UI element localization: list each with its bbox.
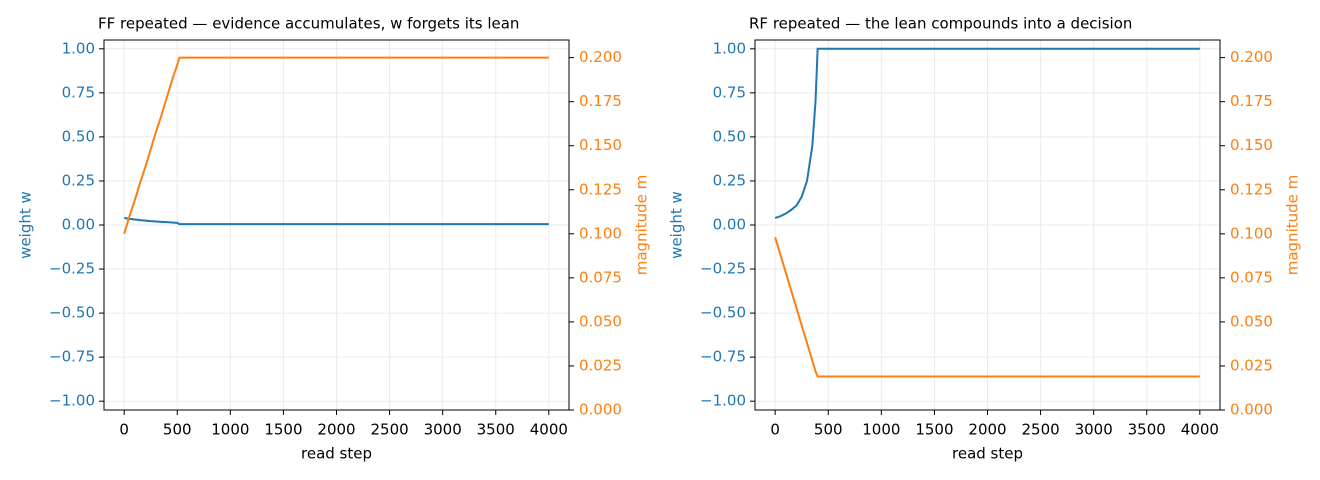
y2-axis-label: magnitude m xyxy=(1284,175,1302,276)
y-axis-label: weight w xyxy=(17,191,35,259)
x-tick-label: 4000 xyxy=(530,421,568,439)
data-line xyxy=(124,216,549,226)
x-tick-label: 3500 xyxy=(477,421,515,439)
y-tick-label: 1.00 xyxy=(62,39,95,57)
y-tick-label: 0.50 xyxy=(713,127,746,145)
y-tick-label: −1.00 xyxy=(49,392,95,410)
x-tick-label: 3000 xyxy=(424,421,462,439)
y-tick-label: 1.00 xyxy=(713,39,746,57)
y-tick-label: −0.50 xyxy=(700,304,746,322)
y2-tick-label: 0.075 xyxy=(579,268,622,286)
x-tick-label: 4000 xyxy=(1181,421,1219,439)
y2-tick-label: 0.050 xyxy=(1230,312,1273,330)
data-line xyxy=(123,56,549,235)
y-axis-label: weight w xyxy=(668,191,686,259)
y2-tick-label: 0.075 xyxy=(1230,268,1273,286)
y2-tick-label: 0.175 xyxy=(1230,92,1273,110)
y2-tick-label: 0.100 xyxy=(1230,224,1273,242)
x-axis-label: read step xyxy=(952,445,1023,463)
y-tick-label: −1.00 xyxy=(700,392,746,410)
y2-tick-label: 0.150 xyxy=(1230,136,1273,154)
y-tick-label: −0.25 xyxy=(49,260,95,278)
y-tick-label: 0.50 xyxy=(62,127,95,145)
y-tick-label: 0.00 xyxy=(62,216,95,234)
x-tick-label: 3000 xyxy=(1075,421,1113,439)
x-tick-label: 1500 xyxy=(915,421,953,439)
y-tick-label: 0.25 xyxy=(713,171,746,189)
x-tick-label: 0 xyxy=(119,421,129,439)
y-tick-label: −0.75 xyxy=(49,348,95,366)
y-tick-label: 0.25 xyxy=(62,171,95,189)
y-tick-label: −0.75 xyxy=(700,348,746,366)
x-tick-label: 1000 xyxy=(211,421,249,439)
y2-tick-label: 0.200 xyxy=(579,48,622,66)
y2-tick-label: 0.000 xyxy=(1230,401,1273,419)
y2-axis-label: magnitude m xyxy=(633,175,651,276)
data-line xyxy=(774,237,1200,378)
y-tick-label: 0.00 xyxy=(713,216,746,234)
y-tick-label: −0.50 xyxy=(49,304,95,322)
y2-tick-label: 0.200 xyxy=(1230,48,1273,66)
y2-tick-label: 0.000 xyxy=(579,401,622,419)
x-tick-label: 3500 xyxy=(1128,421,1166,439)
data-line xyxy=(774,47,1200,219)
x-tick-label: 2000 xyxy=(968,421,1006,439)
plot-frame xyxy=(754,39,1221,411)
x-tick-label: 500 xyxy=(814,421,843,439)
y2-tick-label: 0.150 xyxy=(579,136,622,154)
x-axis-label: read step xyxy=(301,445,372,463)
y-tick-label: 0.75 xyxy=(713,83,746,101)
y-tick-label: 0.75 xyxy=(62,83,95,101)
x-tick-label: 2000 xyxy=(317,421,355,439)
plot-frame xyxy=(103,39,570,411)
y2-tick-label: 0.125 xyxy=(1230,180,1273,198)
y2-tick-label: 0.050 xyxy=(579,312,622,330)
x-tick-label: 0 xyxy=(770,421,780,439)
x-tick-label: 1500 xyxy=(264,421,302,439)
y-tick-label: −0.25 xyxy=(700,260,746,278)
x-tick-label: 1000 xyxy=(862,421,900,439)
y2-tick-label: 0.125 xyxy=(579,180,622,198)
chart-title: RF repeated — the lean compounds into a … xyxy=(749,15,1132,33)
chart-title: FF repeated — evidence accumulates, w fo… xyxy=(98,15,519,33)
y2-tick-label: 0.025 xyxy=(1230,356,1273,374)
y2-tick-label: 0.175 xyxy=(579,92,622,110)
y2-tick-label: 0.100 xyxy=(579,224,622,242)
y2-tick-label: 0.025 xyxy=(579,356,622,374)
x-tick-label: 500 xyxy=(163,421,192,439)
x-tick-label: 2500 xyxy=(370,421,408,439)
x-tick-label: 2500 xyxy=(1021,421,1059,439)
